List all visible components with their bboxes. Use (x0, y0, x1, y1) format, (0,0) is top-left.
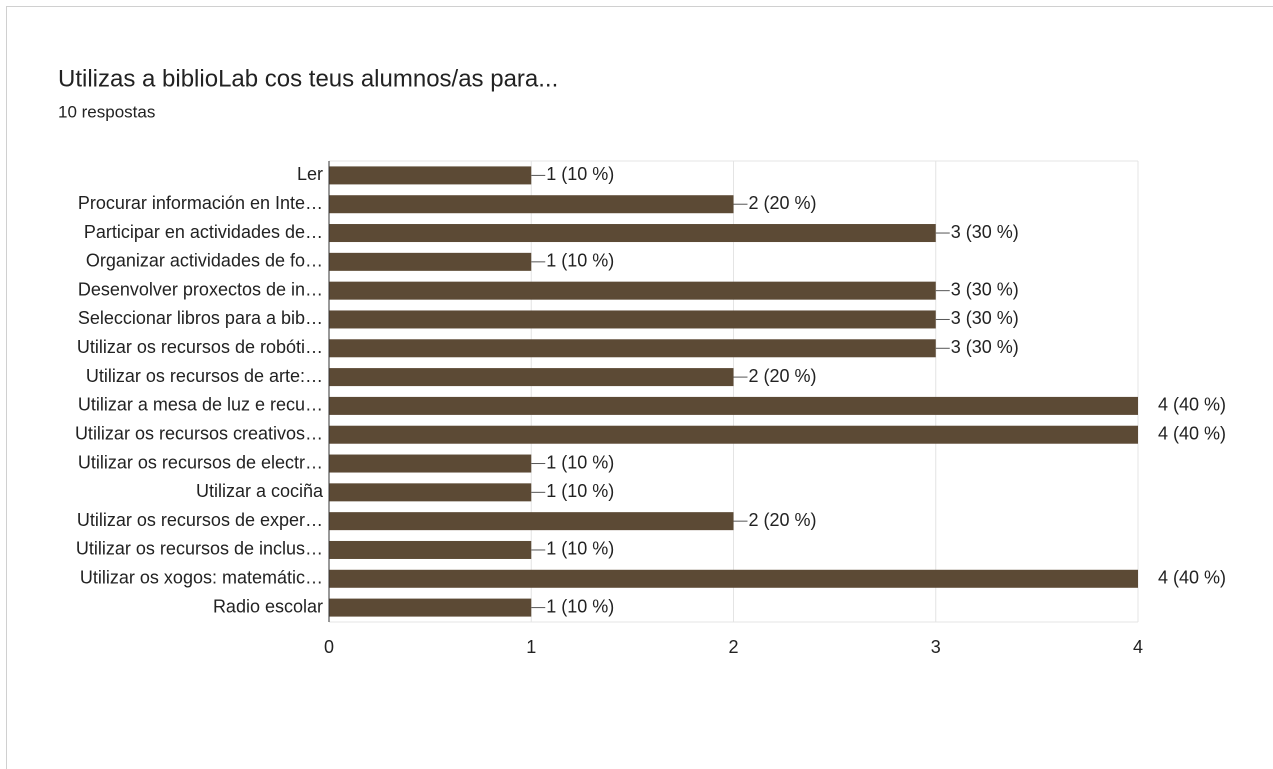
bar (329, 339, 936, 358)
y-tick-label: Procurar información en Inte… (78, 193, 323, 213)
y-tick-label: Radio escolar (213, 596, 323, 616)
bar (329, 396, 1138, 415)
chart-title: Utilizas a biblioLab cos teus alumnos/as… (58, 65, 558, 92)
value-label: 1 (10 %) (546, 596, 614, 616)
bar (329, 512, 734, 531)
value-label: 3 (30 %) (951, 337, 1019, 357)
y-tick-label: Seleccionar libros para a bib… (78, 308, 323, 328)
y-tick-label: Ler (297, 164, 323, 184)
bar (329, 425, 1138, 444)
value-label: 1 (10 %) (546, 251, 614, 271)
y-tick-label: Utilizar a mesa de luz e recu… (78, 395, 323, 415)
value-label: 4 (40 %) (1158, 568, 1226, 588)
bar (329, 224, 936, 243)
bar (329, 195, 734, 214)
value-label: 3 (30 %) (951, 308, 1019, 328)
bar (329, 310, 936, 329)
value-label: 1 (10 %) (546, 481, 614, 501)
y-tick-label: Desenvolver proxectos de in… (78, 279, 323, 299)
y-tick-label: Organizar actividades de fo… (86, 251, 323, 271)
bar (329, 368, 734, 387)
value-label: 1 (10 %) (546, 539, 614, 559)
value-label: 1 (10 %) (546, 452, 614, 472)
y-tick-label: Participar en actividades de… (84, 222, 323, 242)
x-tick-label: 1 (526, 637, 536, 657)
value-label: 2 (20 %) (749, 510, 817, 530)
bar (329, 540, 532, 559)
value-label: 3 (30 %) (951, 222, 1019, 242)
value-label: 3 (30 %) (951, 279, 1019, 299)
bar (329, 454, 532, 473)
y-tick-label: Utilizar a cociña (196, 481, 324, 501)
y-tick-label: Utilizar os xogos: matemátic… (80, 568, 323, 588)
value-label: 4 (40 %) (1158, 395, 1226, 415)
bar (329, 166, 532, 185)
value-label: 1 (10 %) (546, 164, 614, 184)
x-tick-label: 4 (1133, 637, 1143, 657)
x-tick-label: 0 (324, 637, 334, 657)
y-tick-label: Utilizar os recursos de arte:… (86, 366, 323, 386)
chart-subtitle: 10 respostas (58, 102, 155, 121)
value-label: 2 (20 %) (749, 366, 817, 386)
x-tick-label: 3 (931, 637, 941, 657)
y-tick-label: Utilizar os recursos creativos… (75, 423, 323, 443)
bar (329, 569, 1138, 588)
value-label: 2 (20 %) (749, 193, 817, 213)
card (6, 6, 1273, 769)
bar (329, 483, 532, 502)
bar (329, 281, 936, 300)
value-label: 4 (40 %) (1158, 423, 1226, 443)
bar (329, 252, 532, 271)
y-tick-label: Utilizar os recursos de electr… (78, 452, 323, 472)
x-tick-label: 2 (728, 637, 738, 657)
y-tick-label: Utilizar os recursos de exper… (77, 510, 323, 530)
y-tick-label: Utilizar os recursos de inclus… (76, 539, 323, 559)
y-tick-label: Utilizar os recursos de robóti… (77, 337, 323, 357)
bar (329, 598, 532, 617)
